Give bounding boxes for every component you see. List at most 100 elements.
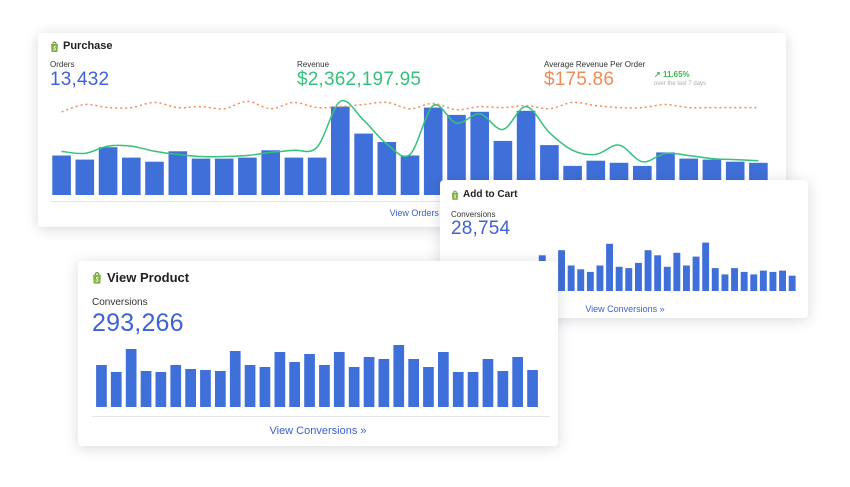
- orders-bar-6: [168, 151, 188, 195]
- add-to-cart-conversions-value: 28,754: [451, 218, 511, 239]
- view-product-bar-5: [155, 372, 167, 407]
- view-product-bar-7: [185, 369, 196, 407]
- view-product-bar-28: [497, 371, 509, 407]
- trend-up-icon: ↗: [654, 70, 661, 79]
- view-conversions-link-product[interactable]: View Conversions »: [269, 425, 367, 437]
- view-product-chart: [96, 345, 538, 407]
- add-to-cart-bar-21: [644, 250, 652, 291]
- revenue-line: [61, 99, 759, 163]
- aov-label: Average Revenue Per Order: [544, 60, 646, 69]
- add-to-cart-bar-15: [586, 271, 594, 291]
- add-to-cart-title-text: Add to Cart: [463, 189, 518, 200]
- view-product-bar-22: [408, 359, 419, 407]
- orders-bar-2: [75, 159, 95, 195]
- view-product-bar-29: [512, 357, 523, 407]
- orders-bar-15: [377, 142, 397, 195]
- view-product-bar-30: [527, 370, 538, 407]
- view-orders-link[interactable]: View Orders »: [389, 208, 447, 218]
- add-to-cart-bar-23: [663, 266, 671, 291]
- view-product-bar-25: [452, 372, 464, 407]
- orders-bar-1: [52, 155, 71, 195]
- orders-bar-19: [470, 111, 489, 195]
- view-conversions-link-cart[interactable]: View Conversions »: [585, 304, 665, 314]
- view-product-bar-24: [438, 352, 449, 407]
- add-to-cart-bar-31: [740, 271, 748, 291]
- view-product-bar-18: [348, 367, 360, 407]
- view-product-card: View Product Conversions 293,266 View Co…: [78, 261, 558, 446]
- orders-bar-18: [447, 114, 466, 195]
- view-product-bar-6: [170, 365, 182, 407]
- revenue-value: $2,362,197.95: [297, 69, 422, 90]
- add-to-cart-bar-18: [615, 266, 623, 291]
- orders-label: Orders: [50, 60, 75, 69]
- view-product-bar-26: [467, 372, 479, 407]
- purchase-card: Purchase Orders 13,432 Revenue $2,362,19…: [38, 33, 786, 227]
- add-to-cart-bar-28: [711, 268, 719, 291]
- add-to-cart-bar-20: [635, 262, 642, 291]
- view-product-bar-12: [259, 367, 271, 407]
- view-product-conversions-label: Conversions: [92, 297, 148, 308]
- orders-bar-12: [307, 157, 327, 195]
- orders-bar-21: [516, 110, 536, 195]
- add-to-cart-bar-35: [779, 270, 786, 291]
- add-to-cart-bar-16: [596, 265, 604, 291]
- view-product-bar-16: [319, 365, 330, 407]
- add-to-cart-bar-25: [683, 265, 690, 291]
- view-product-bar-21: [393, 345, 405, 407]
- orders-bar-7: [191, 158, 211, 195]
- add-to-cart-bar-29: [721, 274, 729, 291]
- view-product-conversions-value: 293,266: [92, 309, 184, 337]
- add-to-cart-bar-24: [673, 252, 681, 292]
- view-product-bar-19: [363, 357, 375, 407]
- view-product-bar-17: [333, 352, 345, 407]
- add-to-cart-bar-19: [625, 268, 633, 291]
- view-product-bar-13: [274, 352, 286, 407]
- trend-caption: over the last 7 days: [654, 81, 707, 87]
- view-product-bar-27: [482, 359, 494, 407]
- view-product-title: View Product: [92, 270, 189, 285]
- orders-bar-5: [145, 161, 164, 195]
- add-to-cart-bar-17: [606, 243, 613, 291]
- orders-bar-10: [261, 150, 280, 195]
- view-product-bar-10: [229, 351, 241, 407]
- add-to-cart-bar-12: [558, 250, 565, 291]
- add-to-cart-bar-33: [759, 270, 767, 291]
- orders-bar-17: [423, 107, 443, 195]
- view-product-bar-1: [96, 365, 107, 407]
- add-to-cart-title: Add to Cart: [451, 189, 517, 200]
- view-product-bar-4: [140, 371, 152, 407]
- view-product-bar-11: [244, 365, 256, 407]
- orders-bar-11: [284, 157, 304, 195]
- orders-bar-14: [354, 133, 373, 195]
- view-product-divider: [92, 416, 550, 417]
- shopify-bag-icon: [51, 41, 58, 52]
- add-to-cart-bar-14: [577, 269, 585, 291]
- orders-bar-4: [122, 157, 141, 195]
- view-product-bar-2: [110, 372, 122, 407]
- add-to-cart-bar-13: [567, 265, 575, 291]
- view-product-bar-8: [200, 370, 211, 407]
- add-to-cart-bar-32: [750, 274, 758, 291]
- view-product-bar-20: [378, 359, 390, 407]
- shopify-bag-icon: [93, 272, 101, 284]
- orders-bar-8: [214, 158, 234, 195]
- purchase-title-text: Purchase: [63, 40, 113, 52]
- view-product-title-text: View Product: [107, 270, 190, 285]
- add-to-cart-bar-26: [692, 256, 700, 291]
- add-to-cart-bar-22: [654, 255, 662, 291]
- purchase-divider: [50, 201, 772, 202]
- view-product-bar-3: [125, 349, 137, 407]
- shopify-bag-icon: [451, 190, 459, 200]
- aov-line: [61, 100, 759, 113]
- view-product-bar-23: [423, 367, 434, 407]
- view-product-bar-15: [304, 354, 315, 407]
- orders-bar-9: [238, 157, 257, 195]
- purchase-title: Purchase: [50, 40, 113, 52]
- orders-bar-16: [400, 155, 420, 195]
- view-product-bar-14: [289, 362, 300, 407]
- view-product-bar-9: [215, 371, 226, 407]
- add-to-cart-bar-36: [788, 275, 796, 291]
- trend-value: 11.65%: [662, 70, 690, 79]
- orders-bar-13: [331, 106, 350, 195]
- aov-value: $175.86: [544, 69, 615, 90]
